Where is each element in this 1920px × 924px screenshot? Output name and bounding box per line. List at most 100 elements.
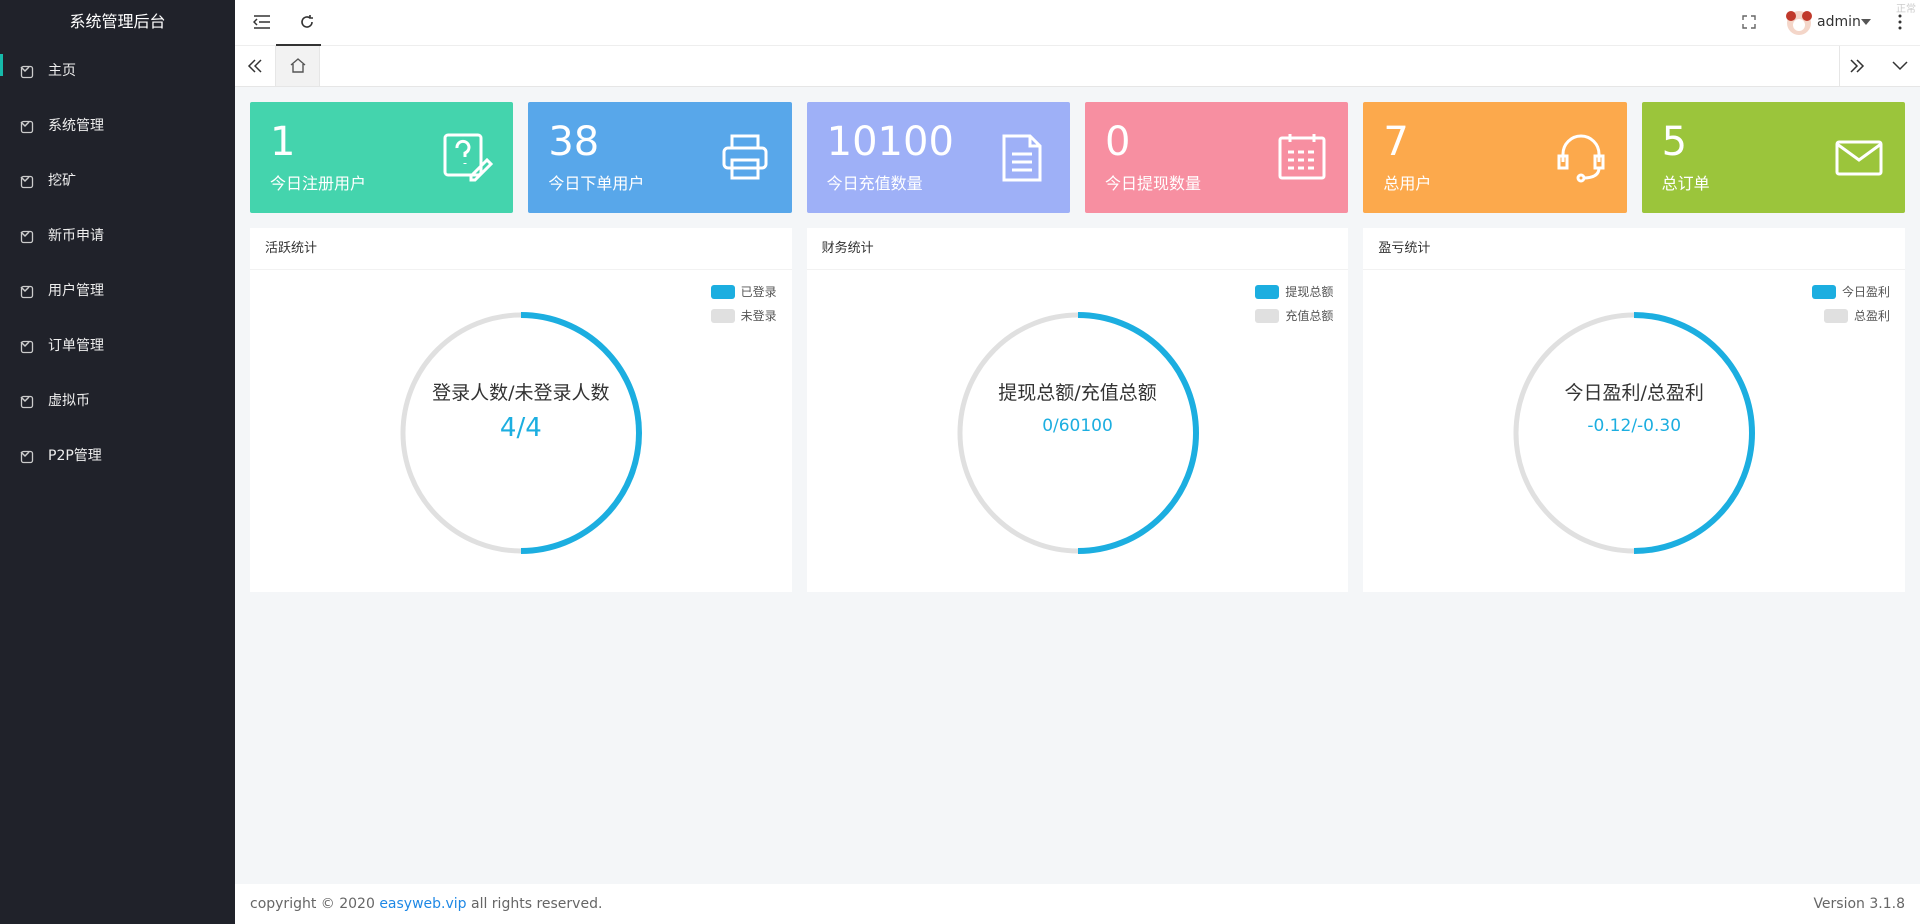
donut-arc xyxy=(1634,312,1756,554)
panel-row: 活跃统计 已登录 未登录 登录人数/未登录人数 4/4 财务统计 提现总额 充值总额 提现总额/… xyxy=(250,228,1906,592)
stat-value: 7 xyxy=(1383,119,1409,165)
menu-label: 系统管理 xyxy=(48,118,104,134)
menu-icon xyxy=(20,395,34,409)
sidebar: 系统管理后台 主页系统管理挖矿 新币申请 用户管理订单管理虚拟币 P2P管理 xyxy=(0,0,235,924)
panel-title: 财务统计 xyxy=(806,228,1349,270)
menu-item[interactable]: 新币申请 xyxy=(0,209,235,264)
stat-value: 10100 xyxy=(826,119,954,165)
tab-menu-button[interactable] xyxy=(1892,61,1908,71)
menu-item[interactable]: 订单管理 xyxy=(0,319,235,374)
stat-card[interactable]: 7 总用户 xyxy=(1363,102,1627,213)
panel-title: 活跃统计 xyxy=(250,228,792,270)
menu-arrow xyxy=(20,231,30,238)
refresh-button[interactable] xyxy=(299,14,315,30)
stat-value: 5 xyxy=(1661,119,1688,165)
divider xyxy=(1839,46,1840,86)
tab-bar xyxy=(235,46,1920,87)
legend-item[interactable]: 未登录 xyxy=(710,307,777,324)
menu-icon xyxy=(20,285,34,299)
donut-track xyxy=(957,312,1078,554)
legend-swatch xyxy=(1255,284,1280,299)
menu-icon xyxy=(20,175,34,189)
menu-item[interactable]: 虚拟币 xyxy=(0,374,235,429)
stat-value: 0 xyxy=(1104,119,1131,165)
center-title: 今日盈利/总盈利 xyxy=(1564,382,1704,404)
tab-right-button[interactable] xyxy=(1849,59,1865,73)
logo: 系统管理后台 xyxy=(69,12,166,31)
menu-item[interactable]: 主页 xyxy=(0,44,235,99)
menu-item[interactable]: P2P管理 xyxy=(0,429,235,484)
legend-label: 已登录 xyxy=(740,285,777,299)
tab-left-button[interactable] xyxy=(247,59,263,73)
chart-panel: 财务统计提现总额充值总额提现总额/充值总额 0/60100 xyxy=(806,228,1349,592)
stat-card[interactable]: 10100 今日充值数量 xyxy=(806,102,1070,213)
donut-arc xyxy=(1077,312,1199,554)
legend-swatch xyxy=(1812,284,1836,299)
menu-item[interactable]: 挖矿 xyxy=(0,154,235,209)
menu-arrow xyxy=(20,396,30,403)
menu-arrow xyxy=(20,341,30,348)
status-text: 正常 xyxy=(1896,4,1916,15)
stat-card[interactable]: 5 总订单 xyxy=(1641,102,1905,213)
legend-label: 未登录 xyxy=(740,309,777,323)
menu-item[interactable]: 用户管理 xyxy=(0,264,235,319)
legend-item[interactable]: 提现总额 xyxy=(1255,283,1333,300)
header: admin 正常 xyxy=(235,0,1920,46)
copyright: copyright © 2020 xyxy=(250,896,380,912)
center-value: 0/60100 xyxy=(1042,416,1113,436)
stat-label: 总订单 xyxy=(1661,174,1710,193)
home-tab[interactable] xyxy=(275,46,320,86)
menu-icon xyxy=(20,340,34,354)
legend-item[interactable]: 充值总额 xyxy=(1255,307,1333,324)
chart-panel: 盈亏统计今日盈利总盈利今日盈利/总盈利 -0.12/-0.30 xyxy=(1363,228,1906,592)
stat-card[interactable]: 0 今日提现数量 xyxy=(1084,102,1349,213)
main: 1 今日注册用户 38 今日下单用户 10100 今日充值数量 0 今日提现数量 7 总用户 5 总订… xyxy=(235,87,1920,607)
center-title: 提现总额/充值总额 xyxy=(998,382,1157,404)
stat-icon xyxy=(443,133,494,182)
legend-swatch xyxy=(1255,308,1280,323)
panel-title: 盈亏统计 xyxy=(1363,228,1906,270)
fullscreen-button[interactable] xyxy=(1742,15,1756,29)
stat-icon xyxy=(1002,134,1042,182)
avatar[interactable] xyxy=(1785,9,1813,37)
stat-icon xyxy=(1835,140,1883,176)
donut xyxy=(400,312,642,554)
stat-card[interactable]: 1 今日注册用户 xyxy=(250,102,514,213)
legend-item[interactable]: 已登录 xyxy=(710,283,777,300)
menu-label: 虚拟币 xyxy=(48,393,90,409)
user-name[interactable]: admin xyxy=(1817,14,1861,30)
stat-label: 今日下单用户 xyxy=(548,174,645,193)
legend-item[interactable]: 今日盈利 xyxy=(1812,283,1890,300)
collapse-button[interactable] xyxy=(253,14,271,30)
more-button[interactable] xyxy=(1897,13,1903,31)
menu-item[interactable]: 系统管理 xyxy=(0,99,235,154)
legend-swatch xyxy=(1824,308,1848,323)
footer-link[interactable]: easyweb.vip xyxy=(379,896,467,912)
stat-icon xyxy=(1278,134,1326,180)
menu-label: P2P管理 xyxy=(48,448,102,464)
legend-swatch xyxy=(710,284,735,299)
donut xyxy=(1513,312,1756,554)
stat-card[interactable]: 38 今日下单用户 xyxy=(528,102,792,213)
version: Version 3.1.8 xyxy=(1813,896,1905,912)
legend-label: 总盈利 xyxy=(1854,309,1891,323)
menu-icon xyxy=(20,120,34,134)
active-underline xyxy=(276,44,321,46)
menu-label: 主页 xyxy=(48,63,76,79)
menu: 主页系统管理挖矿 新币申请 用户管理订单管理虚拟币 P2P管理 xyxy=(0,44,235,484)
menu-label: 订单管理 xyxy=(48,338,104,354)
stat-label: 总用户 xyxy=(1383,174,1432,193)
center-value: 4/4 xyxy=(499,413,542,443)
center-value: -0.12/-0.30 xyxy=(1587,416,1682,436)
stat-value: 1 xyxy=(270,119,296,165)
stat-icon xyxy=(722,134,768,180)
donut-track xyxy=(1513,312,1635,554)
legend-label: 今日盈利 xyxy=(1842,285,1891,299)
menu-icon xyxy=(20,65,34,79)
menu-icon xyxy=(20,230,34,244)
legend-item[interactable]: 总盈利 xyxy=(1824,307,1890,324)
user-caret xyxy=(1861,19,1871,25)
donut-track xyxy=(400,312,521,554)
stat-value: 38 xyxy=(548,119,600,165)
donut-arc xyxy=(520,312,642,554)
